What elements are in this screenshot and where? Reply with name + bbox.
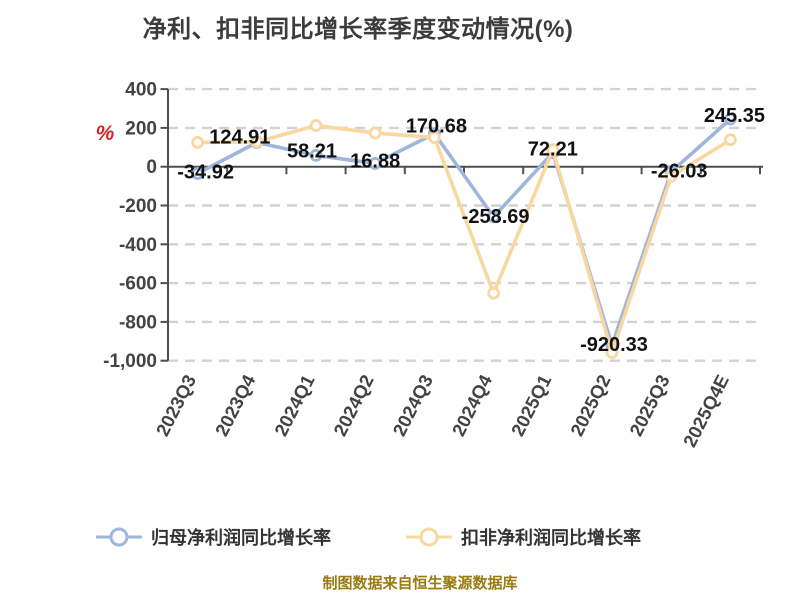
legend-marker-blue-icon <box>96 527 142 547</box>
series-line-1 <box>195 123 733 355</box>
data-point-label: -258.69 <box>462 206 530 228</box>
data-point-s1 <box>605 346 619 359</box>
data-point-label: -34.92 <box>177 161 234 183</box>
y-axis-tick-label: -800 <box>119 312 157 333</box>
data-point-s1 <box>427 131 441 145</box>
y-axis-tick-label: 0 <box>146 157 157 178</box>
legend-label-net-profit-growth: 归母净利润同比增长率 <box>151 528 331 548</box>
data-point-label: 245.35 <box>704 105 765 127</box>
data-point-label: -26.03 <box>651 161 708 183</box>
data-source-note: 制图数据来自恒生聚源数据库 <box>322 575 518 592</box>
x-axis-label: 2025Q1 <box>507 371 556 439</box>
y-axis-tick-label: -1,000 <box>103 351 157 372</box>
data-point-label: 58.21 <box>287 140 337 162</box>
data-point-label: 72.21 <box>528 139 578 161</box>
x-axis-label: 2023Q3 <box>152 371 201 439</box>
y-axis-tick-label: 200 <box>125 118 157 139</box>
legend-item-net-profit-growth[interactable]: 归母净利润同比增长率 <box>96 524 331 550</box>
data-point-s1 <box>309 119 323 132</box>
chart-title: 净利、扣非同比增长率季度变动情况(%) <box>142 16 574 43</box>
data-point-s1 <box>487 286 501 300</box>
legend-item-non-recurring-growth[interactable]: 扣非净利润同比增长率 <box>406 524 641 550</box>
x-axis-label: 2024Q2 <box>329 371 378 439</box>
data-point-label: -920.33 <box>580 334 648 356</box>
data-point-s0 <box>309 149 323 162</box>
data-point-s1 <box>250 135 264 149</box>
x-axis-label: 2024Q3 <box>388 371 437 439</box>
x-axis-label: 2025Q2 <box>566 371 615 439</box>
x-axis-label: 2024Q1 <box>270 371 319 439</box>
legend: 归母净利润同比增长率 扣非净利润同比增长率 <box>0 524 800 554</box>
data-point-label: 124.91 <box>209 126 270 148</box>
data-point-s1 <box>724 133 737 147</box>
y-axis-tick-label: -200 <box>119 196 157 217</box>
data-point-s0 <box>487 210 501 224</box>
y-axis-unit-label: % <box>96 122 115 145</box>
x-axis-label: 2023Q4 <box>211 371 260 440</box>
data-point-s1 <box>546 143 560 157</box>
x-axis-label: 2024Q4 <box>448 371 497 440</box>
y-axis-tick-label: 400 <box>125 80 157 101</box>
data-point-s1 <box>368 126 382 140</box>
data-point-label: 16.88 <box>350 150 400 172</box>
data-point-s1 <box>664 169 678 183</box>
legend-label-non-recurring-growth: 扣非净利润同比增长率 <box>461 528 641 548</box>
data-point-s1 <box>191 136 205 149</box>
data-point-s0 <box>191 167 205 180</box>
data-point-s0 <box>368 157 382 170</box>
y-axis-tick-label: -600 <box>119 274 157 295</box>
data-point-label: 170.68 <box>406 116 467 138</box>
legend-marker-yellow-icon <box>406 527 452 547</box>
x-axis-label: 2025Q4E <box>679 371 733 450</box>
x-axis-label: 2025Q3 <box>625 371 674 439</box>
y-axis-tick-label: -400 <box>119 235 157 256</box>
series-line-0 <box>195 117 733 348</box>
data-point-s0 <box>724 112 737 126</box>
